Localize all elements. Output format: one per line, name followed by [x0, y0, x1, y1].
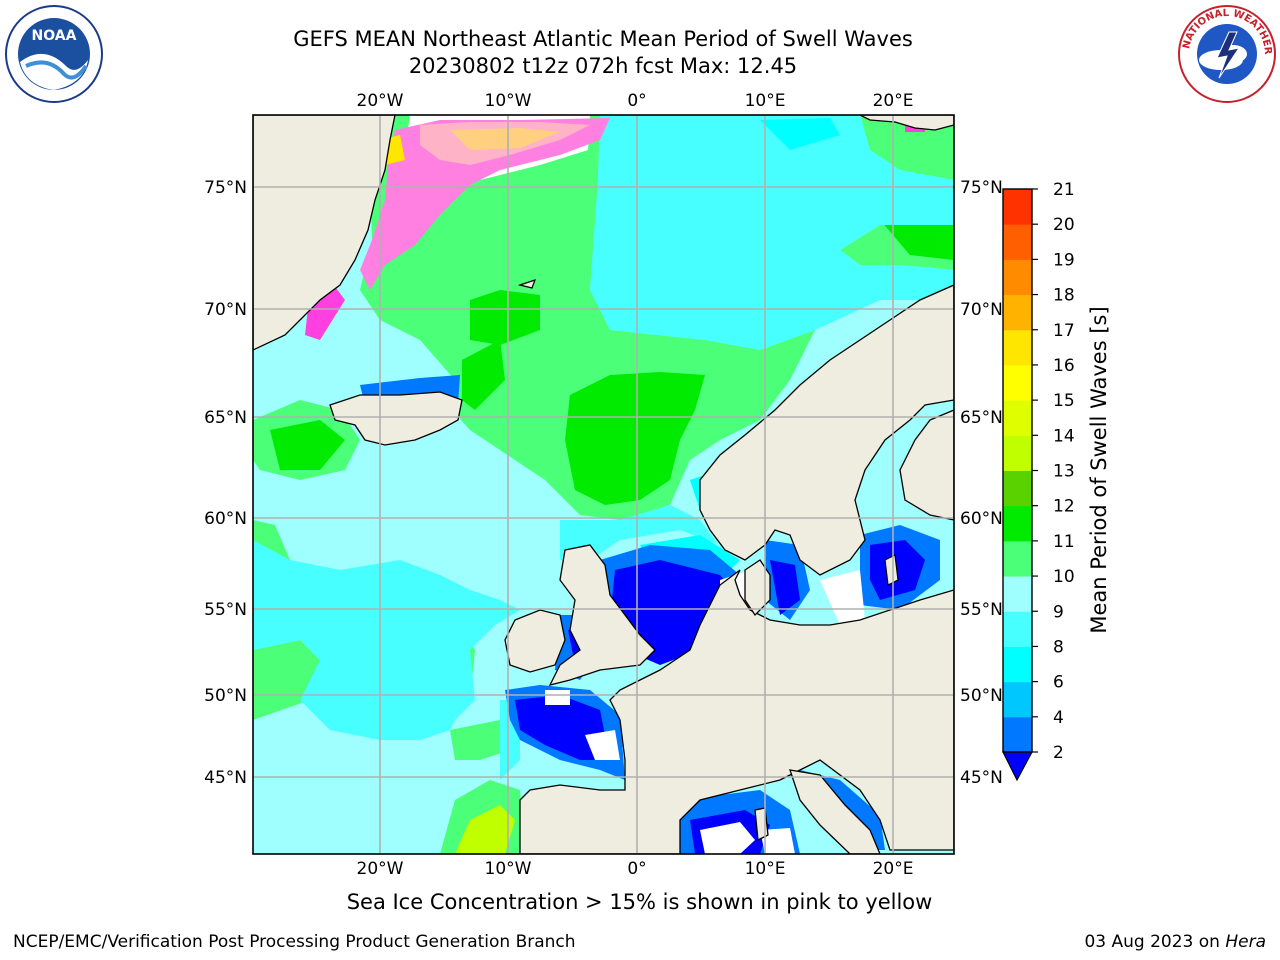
colorbar-tick-label: 17	[1053, 321, 1075, 341]
colorbar-tick-label: 4	[1053, 708, 1064, 728]
footer-machine: Hera	[1225, 932, 1266, 952]
colorbar-swatch	[1003, 294, 1032, 331]
colorbar-swatch	[1003, 716, 1032, 753]
colorbar-tick-label: 9	[1053, 602, 1064, 622]
colorbar-swatch	[1003, 435, 1032, 471]
colorbar-tick-label: 20	[1053, 215, 1075, 235]
map-area	[253, 115, 954, 854]
iceland-land	[329, 391, 463, 446]
lat-label-left: 45°N	[204, 768, 247, 788]
lat-label-right: 50°N	[960, 686, 1003, 706]
lon-label-bottom: 20°W	[357, 859, 404, 879]
colorbar-tick-label: 13	[1053, 462, 1075, 482]
lat-label-right: 65°N	[960, 408, 1003, 428]
colorbar-swatch	[1003, 470, 1032, 507]
lon-label-bottom: 0°	[627, 859, 646, 879]
colorbar-tick-label: 18	[1053, 286, 1075, 306]
colorbar-swatch	[1003, 681, 1032, 718]
colorbar-ticks: 2 4 6 8 9 10 11 12 13 14 15 16 17 18 19 20 21	[1032, 180, 1075, 763]
colorbar-tick-label: 6	[1053, 673, 1064, 693]
lat-labels-right: 75°N 70°N 65°N 60°N 55°N 50°N 45°N	[960, 178, 1003, 788]
colorbar-swatch	[1003, 224, 1032, 260]
colorbar-tick-label: 8	[1053, 637, 1064, 657]
lat-label-left: 50°N	[204, 686, 247, 706]
chart-subtitle: 20230802 t12z 072h fcst Max: 12.45	[408, 54, 798, 78]
lon-label-top: 20°E	[873, 91, 914, 111]
colorbar-tick-label: 16	[1053, 356, 1075, 376]
noaa-logo: NOAA	[5, 5, 103, 103]
chart-title: GEFS MEAN Northeast Atlantic Mean Period…	[293, 27, 913, 51]
lon-label-top: 20°W	[357, 91, 404, 111]
colorbar-swatch	[1003, 505, 1032, 542]
lat-label-right: 75°N	[960, 178, 1003, 198]
lat-label-left: 75°N	[204, 178, 247, 198]
lon-label-bottom: 10°W	[485, 859, 532, 879]
lat-label-left: 70°N	[204, 300, 247, 320]
swell-period-6-8	[253, 115, 954, 780]
graticule	[253, 115, 954, 854]
map-frame	[252, 114, 955, 855]
lat-label-right: 55°N	[960, 600, 1003, 620]
colorbar-tick-label: 11	[1053, 532, 1075, 552]
colorbar-tick-label: 12	[1053, 497, 1075, 517]
lat-labels-left: 75°N 70°N 65°N 60°N 55°N 50°N 45°N	[204, 178, 247, 788]
scandinavia-land	[699, 284, 954, 576]
denmark-land	[744, 559, 771, 617]
land-areas	[253, 115, 954, 854]
noaa-logo-text: NOAA	[32, 28, 77, 44]
colorbar-swatch	[1003, 189, 1032, 225]
colorbar-under-triangle	[1002, 751, 1034, 782]
lat-label-right: 45°N	[960, 768, 1003, 788]
svalbard-land	[859, 115, 954, 131]
corsica-land	[754, 807, 769, 842]
colorbar-swatch	[1003, 400, 1032, 436]
colorbar-tick-label: 10	[1053, 567, 1075, 587]
colorbar-swatch	[1003, 259, 1032, 296]
colorbar-tick-label: 19	[1053, 250, 1075, 270]
lat-label-right: 60°N	[960, 509, 1003, 529]
lon-label-bottom: 20°E	[873, 859, 914, 879]
jan-mayen-land	[517, 279, 537, 289]
lat-label-left: 65°N	[204, 408, 247, 428]
colorbar-tick-label: 2	[1053, 743, 1064, 763]
nws-logo: NATIONAL WEATHER SERVICE	[1177, 4, 1276, 103]
lon-labels-bottom: 20°W 10°W 0° 10°E 20°E	[357, 859, 914, 879]
colorbar-swatch	[1003, 329, 1032, 366]
lat-label-right: 70°N	[960, 300, 1003, 320]
finland-land	[899, 409, 954, 521]
lon-label-top: 0°	[627, 91, 646, 111]
gotland-land	[884, 554, 899, 586]
colorbar-swatch	[1003, 646, 1032, 683]
lon-label-top: 10°E	[745, 91, 786, 111]
colorbar-label: Mean Period of Swell Waves [s]	[1087, 306, 1111, 633]
colorbar-swatch	[1003, 540, 1032, 577]
lon-label-top: 10°W	[485, 91, 532, 111]
lon-label-bottom: 10°E	[745, 859, 786, 879]
footer-date: 03 Aug 2023 on Hera	[1084, 932, 1266, 952]
sea-ice-caption: Sea Ice Concentration > 15% is shown in …	[346, 890, 933, 914]
colorbar-tick-label: 21	[1053, 180, 1075, 200]
lat-label-left: 60°N	[204, 509, 247, 529]
colorbar: 2 4 6 8 9 10 11 12 13 14 15 16 17 18 19 20 21 Mean Perio…	[1002, 180, 1111, 782]
footer-credit: NCEP/EMC/Verification Post Processing Pr…	[13, 932, 576, 952]
colorbar-swatch	[1003, 576, 1032, 612]
britain-land	[548, 544, 656, 686]
colorbar-swatch	[1003, 611, 1032, 647]
footer-date-text: 03 Aug 2023 on	[1084, 932, 1226, 952]
colorbar-swatches	[1003, 189, 1032, 753]
colorbar-swatch	[1003, 364, 1032, 401]
lat-label-left: 55°N	[204, 600, 247, 620]
italy-land	[789, 769, 881, 854]
colorbar-tick-label: 15	[1053, 391, 1075, 411]
lon-labels-top: 20°W 10°W 0° 10°E 20°E	[357, 91, 914, 111]
ireland-land	[504, 609, 566, 673]
colorbar-tick-label: 14	[1053, 426, 1075, 446]
greenland-land	[253, 115, 396, 351]
